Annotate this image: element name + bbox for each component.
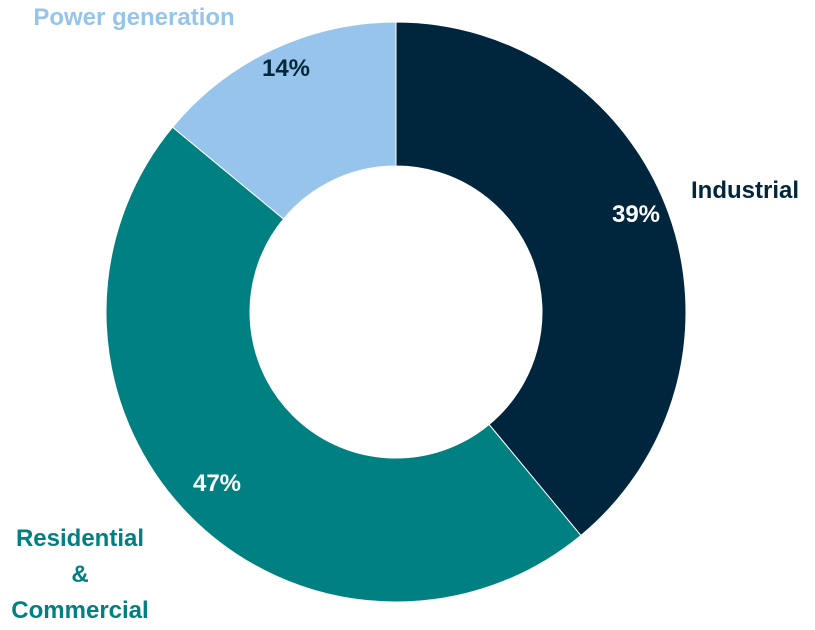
category-label-power-generation: Power generation [33, 4, 234, 31]
slice-power-generation [171, 21, 397, 220]
value-label-power-generation: 14% [262, 55, 310, 82]
category-label-residential-commercial: Residential & Commercial [11, 525, 148, 624]
category-label-line: Residential [16, 525, 144, 552]
category-label-line: & [71, 561, 88, 588]
value-label-residential-commercial: 47% [193, 470, 241, 497]
category-label-line: Commercial [11, 597, 148, 624]
category-label-industrial: Industrial [691, 177, 799, 204]
slice-industrial [395, 21, 687, 537]
value-label-industrial: 39% [612, 201, 660, 228]
category-label-line: Industrial [691, 177, 799, 204]
slice-residential-commercial [105, 126, 582, 603]
category-label-line: Power generation [33, 4, 234, 31]
